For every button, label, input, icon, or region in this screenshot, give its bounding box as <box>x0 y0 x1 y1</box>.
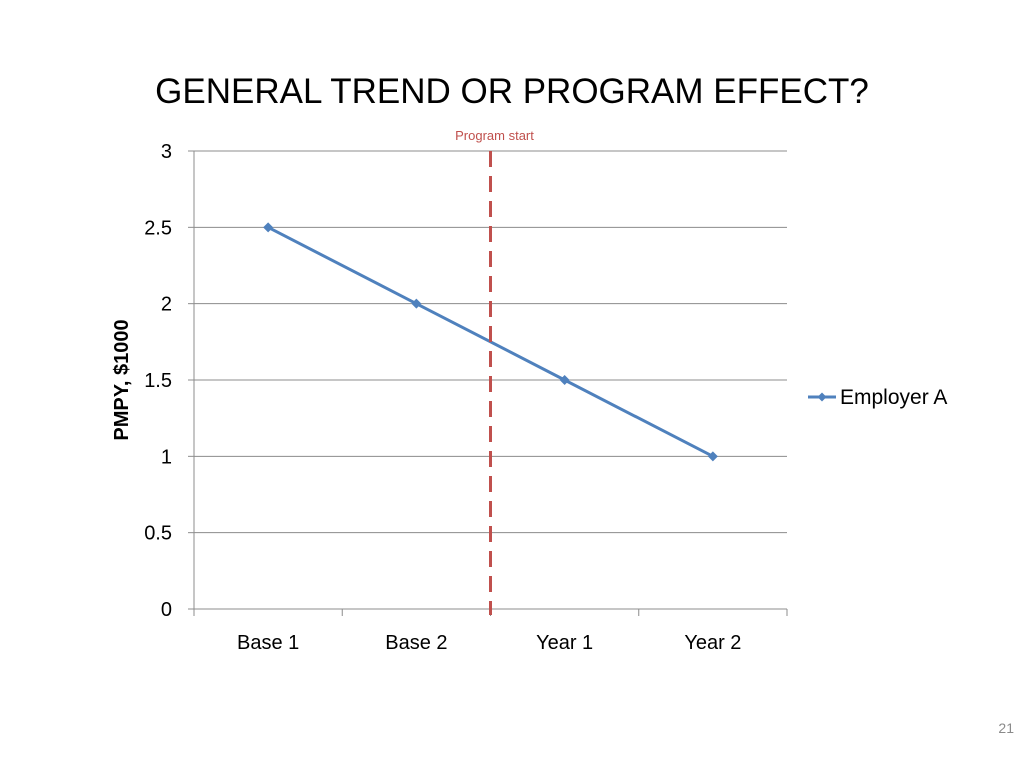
y-tick-label: 3 <box>161 141 172 163</box>
slide-title: GENERAL TREND OR PROGRAM EFFECT? <box>155 72 869 111</box>
axes <box>188 150 788 616</box>
x-tick-label: Base 2 <box>385 632 447 654</box>
data-point-marker <box>263 222 274 233</box>
y-tick-label: 1 <box>161 446 172 468</box>
y-tick-label: 2.5 <box>144 217 172 239</box>
y-tick-labels: 0 0.5 1 1.5 2 2.5 3 <box>144 141 172 621</box>
page-number: 21 <box>998 720 1014 736</box>
legend-marker <box>817 392 827 402</box>
program-start-label: Program start <box>455 128 534 143</box>
x-tick-labels: Base 1 Base 2 Year 1 Year 2 <box>237 632 741 654</box>
data-point-marker <box>707 451 718 462</box>
legend-label: Employer A <box>840 386 947 409</box>
x-tick-label: Year 2 <box>684 632 741 654</box>
data-point-marker <box>411 298 422 309</box>
y-tick-label: 2 <box>161 294 172 316</box>
data-point-marker <box>559 375 570 385</box>
y-axis-label: PMPY, $1000 <box>111 319 133 440</box>
x-tick-label: Year 1 <box>536 632 593 654</box>
y-tick-label: 1.5 <box>144 370 172 392</box>
x-tick-label: Base 1 <box>237 632 299 654</box>
legend: Employer A <box>808 386 947 409</box>
y-tick-label: 0.5 <box>144 523 172 545</box>
y-tick-label: 0 <box>161 599 172 621</box>
program-start-annotation: Program start <box>455 128 534 615</box>
